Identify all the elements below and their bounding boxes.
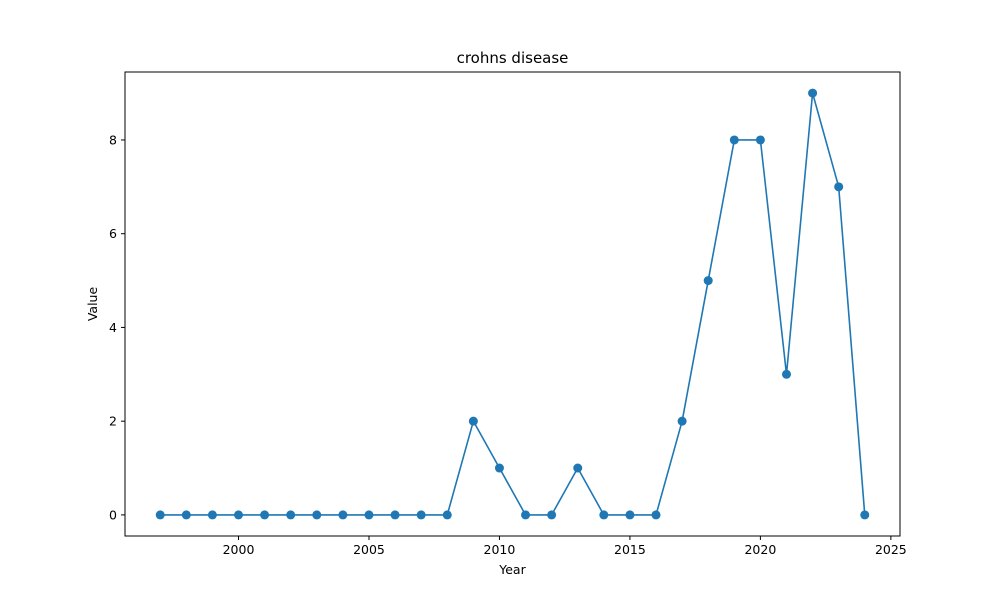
data-point [547,510,557,520]
x-tick-label: 2010 [484,542,516,557]
y-tick-label: 4 [109,320,117,335]
data-point [521,510,531,520]
data-point [364,510,374,520]
y-tick-label: 6 [109,226,117,241]
y-tick-label: 0 [109,507,117,522]
data-point [860,510,870,520]
x-tick-label: 2025 [875,542,907,557]
ticks-layer: 2000 2005 2010 2015 2020 2025 0 2 4 6 8 [109,132,907,557]
data-point [286,510,296,520]
data-point [494,463,504,473]
data-point [781,369,791,379]
data-point [260,510,270,520]
data-point [207,510,217,520]
data-point [468,416,478,426]
data-point [677,416,687,426]
x-tick-label: 2005 [353,542,385,557]
data-point [703,276,713,286]
x-tick-label: 2020 [744,542,776,557]
series-layer [155,88,870,520]
y-tick-label: 8 [109,132,117,147]
data-point [181,510,191,520]
series-line [160,92,866,516]
data-point [808,88,818,98]
data-point [442,510,452,520]
x-tick-label: 2000 [223,542,255,557]
x-tick-label: 2015 [614,542,646,557]
data-point [155,510,165,520]
data-point [755,135,765,145]
data-point [834,182,844,192]
data-point [573,463,583,473]
plot-frame [124,71,901,537]
data-point [625,510,635,520]
chart-title: crohns disease [457,49,569,67]
data-point [729,135,739,145]
data-point [390,510,400,520]
data-point [338,510,348,520]
y-tick-label: 2 [109,414,117,429]
data-point [312,510,322,520]
x-axis-label: Year [498,562,526,577]
data-point [416,510,426,520]
data-point [234,510,244,520]
data-point [599,510,609,520]
data-point [651,510,661,520]
y-axis-label: Value [85,287,100,322]
